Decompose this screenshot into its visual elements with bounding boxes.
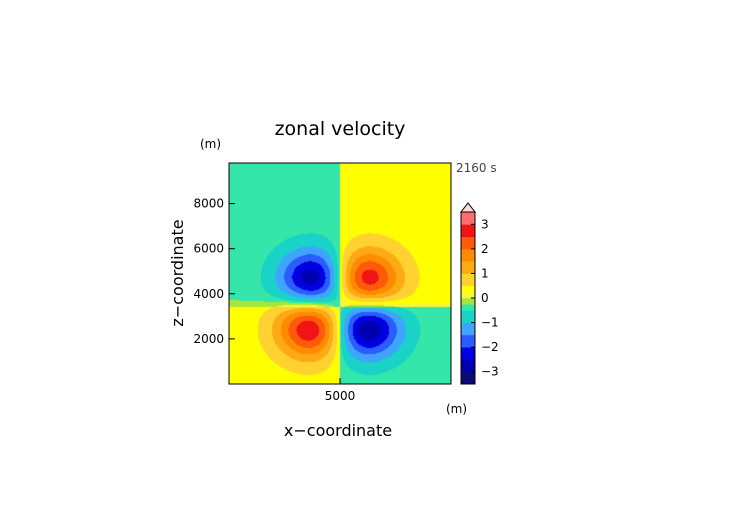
y-tick-label: 6000 xyxy=(193,242,224,256)
plot-area: 5000 2000 4000 6000 8000 xyxy=(193,162,452,403)
colorbar-tick-label: 0 xyxy=(481,291,489,305)
colorbar-swatch xyxy=(461,212,475,219)
colorbar-swatch xyxy=(461,248,475,256)
chart-title: zonal velocity xyxy=(275,118,406,140)
colorbar-swatch xyxy=(461,224,475,231)
colorbar-tick-label: 3 xyxy=(481,217,489,231)
y-tick-label: 2000 xyxy=(193,332,224,346)
colorbar-swatch xyxy=(461,267,475,274)
colorbar-swatch xyxy=(461,334,475,342)
colorbar-swatch xyxy=(461,261,475,268)
x-ticks: 5000 xyxy=(325,378,356,403)
colorbar-swatch xyxy=(461,347,475,354)
colorbar-swatch xyxy=(461,365,475,373)
colorbar-swatch xyxy=(461,273,475,280)
colorbar: 3 2 1 0 −1 −2 −3 xyxy=(459,202,499,385)
colorbar-swatch xyxy=(461,285,475,293)
colorbar-tick-label: 2 xyxy=(481,242,489,256)
colorbar-swatch xyxy=(461,371,475,379)
colorbar-swatch xyxy=(461,341,475,348)
y-tick-label: 4000 xyxy=(193,287,224,301)
colorbar-swatch xyxy=(461,353,475,360)
y-axis-label: z−coordinate xyxy=(168,219,187,326)
colorbar-swatch xyxy=(461,316,475,323)
colorbar-swatch xyxy=(461,377,475,385)
contour-field xyxy=(229,163,451,384)
y-axis-unit: (m) xyxy=(200,137,221,151)
x-axis-label: x−coordinate xyxy=(284,421,392,440)
colorbar-tick-label: 1 xyxy=(481,266,489,280)
colorbar-swatch xyxy=(461,255,475,262)
colorbar-swatch xyxy=(461,242,475,250)
colorbar-swatch xyxy=(461,304,475,311)
colorbar-tick-label: −1 xyxy=(481,316,499,330)
colorbar-swatch xyxy=(461,218,475,225)
x-axis-unit: (m) xyxy=(446,402,467,416)
colorbar-tick-label: −2 xyxy=(481,340,499,354)
colorbar-extend-arrow xyxy=(459,202,477,213)
y-tick-label: 8000 xyxy=(193,197,224,211)
y-ticks: 2000 4000 6000 8000 xyxy=(193,197,235,346)
colorbar-swatch xyxy=(461,328,475,336)
colorbar-swatch xyxy=(461,291,475,299)
colorbar-swatch xyxy=(461,322,475,330)
x-tick-label: 5000 xyxy=(325,389,356,403)
colorbar-swatch xyxy=(461,359,475,366)
colorbar-tick-label: −3 xyxy=(481,365,499,379)
time-label: 2160 s xyxy=(456,161,497,175)
colorbar-swatch xyxy=(461,236,475,244)
colorbar-swatch xyxy=(461,230,475,237)
colorbar-swatch xyxy=(461,279,475,287)
colorbar-swatch xyxy=(461,298,475,305)
colorbar-swatch xyxy=(461,310,475,317)
